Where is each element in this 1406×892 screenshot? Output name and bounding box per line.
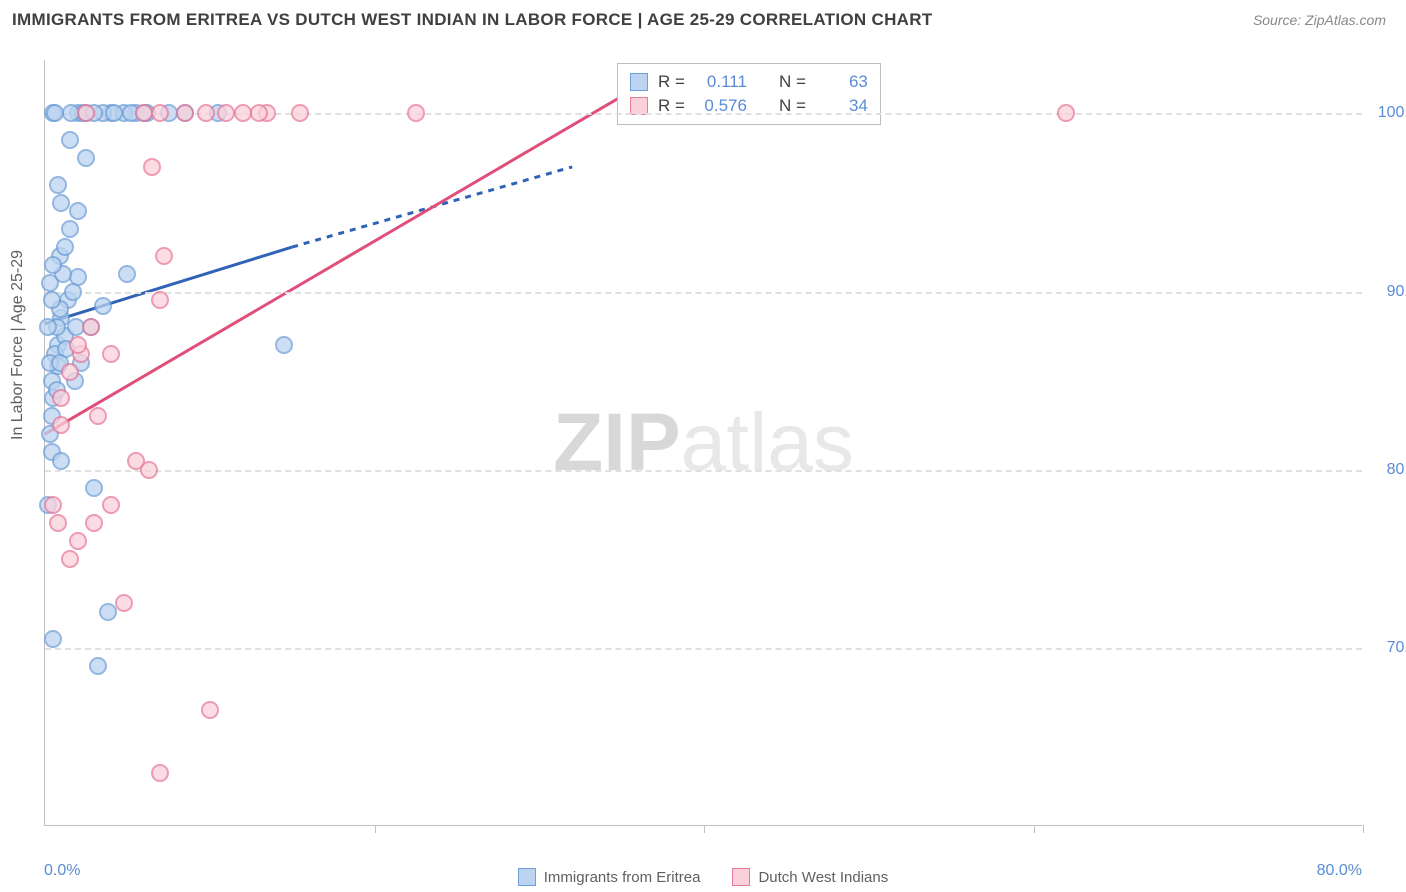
correlation-chart: IMMIGRANTS FROM ERITREA VS DUTCH WEST IN… <box>0 0 1406 892</box>
data-point <box>155 247 173 265</box>
data-point <box>105 104 123 122</box>
data-point <box>151 104 169 122</box>
stats-row: R = 0.111 N = 63 <box>630 70 868 94</box>
data-point <box>69 202 87 220</box>
data-point <box>151 764 169 782</box>
legend-label: Immigrants from Eritrea <box>544 869 701 886</box>
stats-box: R =0.111N =63R =0.576N =34 <box>617 63 881 125</box>
stat-r-value: 0.111 <box>695 72 747 92</box>
data-point <box>85 514 103 532</box>
data-point <box>64 283 82 301</box>
chart-title: IMMIGRANTS FROM ERITREA VS DUTCH WEST IN… <box>12 10 933 30</box>
bottom-legend: Immigrants from Eritrea Dutch West Indian… <box>0 868 1406 886</box>
data-point <box>61 131 79 149</box>
data-point <box>46 104 64 122</box>
data-point <box>234 104 252 122</box>
data-point <box>77 149 95 167</box>
series-swatch <box>630 73 648 91</box>
data-point <box>135 104 153 122</box>
data-point <box>85 479 103 497</box>
series-swatch <box>518 868 536 886</box>
series-swatch <box>732 868 750 886</box>
x-tick <box>704 825 705 833</box>
data-point <box>44 630 62 648</box>
data-point <box>291 104 309 122</box>
data-point <box>61 363 79 381</box>
trend-lines-layer <box>45 60 1362 825</box>
data-point <box>197 104 215 122</box>
data-point <box>102 496 120 514</box>
data-point <box>44 496 62 514</box>
stat-n-key: N = <box>779 72 806 92</box>
data-point <box>1057 104 1075 122</box>
data-point <box>201 701 219 719</box>
data-point <box>140 461 158 479</box>
x-tick <box>375 825 376 833</box>
grid-line <box>45 648 1362 650</box>
data-point <box>49 514 67 532</box>
x-tick <box>1363 825 1364 833</box>
data-point <box>61 550 79 568</box>
legend-item: Dutch West Indians <box>732 868 888 886</box>
data-point <box>52 194 70 212</box>
series-swatch <box>630 97 648 115</box>
grid-line <box>45 470 1362 472</box>
data-point <box>52 389 70 407</box>
plot-area: ZIPatlas R =0.111N =63R =0.576N =34 70.0… <box>44 60 1362 826</box>
data-point <box>77 104 95 122</box>
data-point <box>52 452 70 470</box>
trend-line <box>45 87 638 434</box>
data-point <box>69 336 87 354</box>
data-point <box>250 104 268 122</box>
data-point <box>102 345 120 363</box>
data-point <box>89 407 107 425</box>
y-tick-label: 90.0% <box>1372 283 1406 301</box>
stat-r-key: R = <box>658 72 685 92</box>
data-point <box>115 594 133 612</box>
data-point <box>94 297 112 315</box>
data-point <box>143 158 161 176</box>
source-label: Source: ZipAtlas.com <box>1253 12 1386 28</box>
data-point <box>39 318 57 336</box>
data-point <box>275 336 293 354</box>
data-point <box>61 220 79 238</box>
data-point <box>176 104 194 122</box>
data-point <box>49 176 67 194</box>
data-point <box>82 318 100 336</box>
data-point <box>44 256 62 274</box>
legend-label: Dutch West Indians <box>758 869 888 886</box>
grid-line <box>45 292 1362 294</box>
data-point <box>69 532 87 550</box>
data-point <box>52 416 70 434</box>
data-point <box>217 104 235 122</box>
legend-item: Immigrants from Eritrea <box>518 868 701 886</box>
y-axis-label: In Labor Force | Age 25-29 <box>9 250 27 440</box>
y-tick-label: 80.0% <box>1372 461 1406 479</box>
y-tick-label: 70.0% <box>1372 639 1406 657</box>
data-point <box>99 603 117 621</box>
stat-n-value: 63 <box>816 72 868 92</box>
data-point <box>151 291 169 309</box>
data-point <box>41 274 59 292</box>
y-tick-label: 100.0% <box>1372 104 1406 122</box>
data-point <box>407 104 425 122</box>
data-point <box>118 265 136 283</box>
header-row: IMMIGRANTS FROM ERITREA VS DUTCH WEST IN… <box>12 10 1386 30</box>
data-point <box>56 238 74 256</box>
data-point <box>89 657 107 675</box>
data-point <box>43 291 61 309</box>
x-tick <box>1034 825 1035 833</box>
